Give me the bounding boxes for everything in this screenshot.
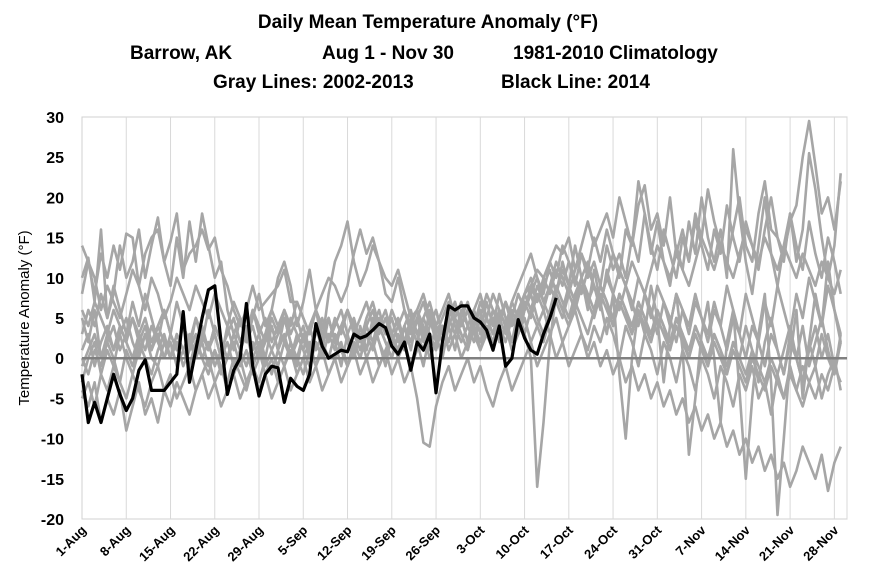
series-line-2014 [80,284,558,425]
chart-title: Daily Mean Temperature Anomaly (°F) Barro… [130,12,718,93]
y-tick-label: 15 [46,231,64,248]
title-line-2-part-3: 1981-2010 Climatology [513,43,718,64]
x-tick-label: 15-Aug [136,522,178,564]
y-tick-label: -20 [41,512,64,529]
series-line-gray-8 [80,332,842,493]
x-tick-label: 14-Nov [712,522,754,564]
x-tick-label: 12-Sep [314,522,355,563]
y-tick-label: 10 [46,271,64,288]
x-tick-label: 8-Aug [97,522,134,559]
x-tick-labels: 1-Aug 8-Aug 15-Aug 22-Aug 29-Aug 5-Sep 12-Sep 1… [52,522,842,564]
x-tick-label: 17-Oct [537,522,577,562]
y-tick-label: 5 [55,311,64,328]
y-tick-label: 0 [55,351,64,368]
x-tick-label: 28-Nov [800,522,842,564]
x-tick-label: 26-Sep [402,522,443,563]
black-series-group [80,284,558,425]
series-line-gray-12 [80,284,842,400]
title-line-1-part-1: Daily Mean Temperature Anomaly (°F) [258,12,598,33]
series-line-gray-7 [80,284,842,392]
y-tick-label: -15 [41,472,64,489]
y-tick-label: -10 [41,432,64,449]
x-tick-label: 29-Aug [224,522,266,564]
title-line-2-part-1: Barrow, AK [130,43,232,64]
x-tick-label: 7-Nov [673,522,710,559]
x-tick-label: 19-Sep [358,522,399,563]
x-tick-label: 21-Nov [756,522,798,564]
x-tick-label: 22-Aug [180,522,222,564]
y-tick-label: 20 [46,190,64,207]
x-tick-label: 5-Sep [275,522,311,558]
y-tick-labels: 30 25 20 15 10 5 0 -5 -10 -15 -20 [41,110,64,529]
gray-series-group [80,119,842,517]
x-tick-label: 31-Oct [625,522,665,562]
series-line-gray-11 [80,228,842,368]
y-tick-label: 25 [46,150,64,167]
y-tick-label: 30 [46,110,64,127]
x-tick-label: 10-Oct [492,522,532,562]
plot-area [80,116,848,520]
title-line-3-part-2: Black Line: 2014 [501,72,650,93]
title-line-3-part-1: Gray Lines: 2002-2013 [213,72,414,93]
x-tick-label: 24-Oct [581,522,621,562]
y-axis-label: Temperature Anomaly (°F) [16,230,33,405]
y-tick-label: -5 [50,391,64,408]
series-line-gray-2 [80,147,842,344]
x-tick-label: 3-Oct [453,522,488,557]
series-line-gray-10 [80,260,842,384]
title-line-2-part-2: Aug 1 - Nov 30 [322,43,454,64]
